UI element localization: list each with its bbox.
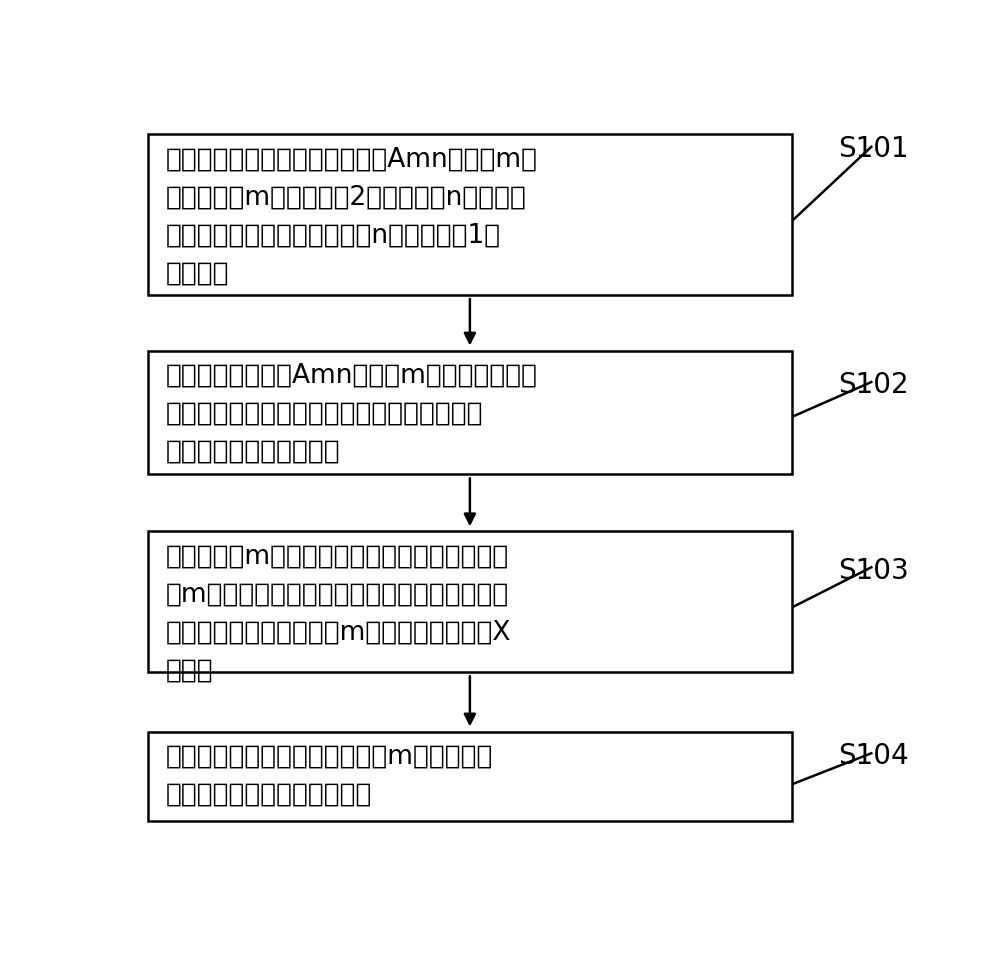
Text: S102: S102 [838, 371, 909, 399]
Text: 根据获取的m个用户的信息，通知所述支付平台
对m个用户的账户分别执行支付指令；其中所述
支付指令用户控制从所述m个账户中分别支付X
金额；: 根据获取的m个用户的信息，通知所述支付平台 对m个用户的账户分别执行支付指令；其… [165, 543, 511, 683]
Text: S104: S104 [838, 741, 909, 769]
Bar [148, 532, 792, 672]
Bar [148, 732, 792, 822]
Text: S103: S103 [838, 556, 909, 584]
Bar [148, 352, 792, 475]
Text: S101: S101 [838, 135, 909, 163]
Bar [148, 135, 792, 296]
Text: 根据所述图像矩阵Amn，识别m个用户的信息；
其中所述每一个用户的信息至少包括该用户在
支付平台上的账户信息；: 根据所述图像矩阵Amn，识别m个用户的信息； 其中所述每一个用户的信息至少包括该… [165, 362, 537, 464]
Text: 智能终端获取用户人脸图像矩阵Amn；其中m为
用户数量，m为大于等于2的正整数，n采集到的
每一个用户的人脸图像数量，n为大于等于1的
正整数；: 智能终端获取用户人脸图像矩阵Amn；其中m为 用户数量，m为大于等于2的正整数，… [165, 146, 537, 286]
Text: 获取所述支付平台发送的对所述m个用户的账
户执行支付指令的执行结果。: 获取所述支付平台发送的对所述m个用户的账 户执行支付指令的执行结果。 [165, 743, 493, 807]
